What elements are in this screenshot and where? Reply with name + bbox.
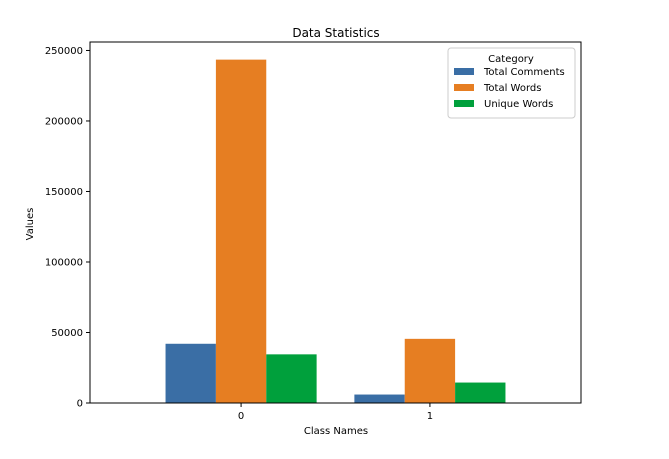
legend-swatch <box>454 100 474 107</box>
y-tick-label: 150000 <box>45 187 83 198</box>
bar-total-comments-class-0 <box>165 343 216 403</box>
x-tick-label: 0 <box>238 411 244 422</box>
y-tick-label: 50000 <box>51 328 83 339</box>
y-tick-label: 250000 <box>45 46 83 57</box>
bar-total-words-class-0 <box>215 59 267 403</box>
y-tick-label: 0 <box>77 399 83 410</box>
legend: Category Total Comments Total Words Unique… <box>447 47 576 119</box>
bars-group <box>165 59 506 403</box>
legend-items: Total Comments Total Words Unique Words <box>454 67 565 110</box>
plot-area-frame <box>89 41 582 404</box>
legend-swatch <box>454 68 474 75</box>
x-axis-label: Class Names <box>304 426 368 437</box>
x-tick-label: 1 <box>427 411 433 422</box>
legend-title: Category <box>488 54 534 65</box>
y-tick-label: 100000 <box>45 257 83 268</box>
bar-unique-words-class-0 <box>266 354 317 403</box>
legend-frame <box>447 47 576 119</box>
y-tick-label: 200000 <box>45 116 83 127</box>
legend-label: Total Words <box>483 83 541 94</box>
bar-total-comments-class-1 <box>354 394 405 403</box>
chart-title: Data Statistics <box>292 26 379 40</box>
bar-unique-words-class-1 <box>455 382 506 403</box>
y-axis-label: Values <box>25 208 36 241</box>
legend-swatch <box>454 84 474 91</box>
legend-label: Unique Words <box>484 99 553 110</box>
y-axis-ticks: 0 50000 100000 150000 200000 250000 <box>45 46 90 410</box>
legend-label: Total Comments <box>483 67 565 78</box>
bar-total-words-class-1 <box>404 338 456 403</box>
